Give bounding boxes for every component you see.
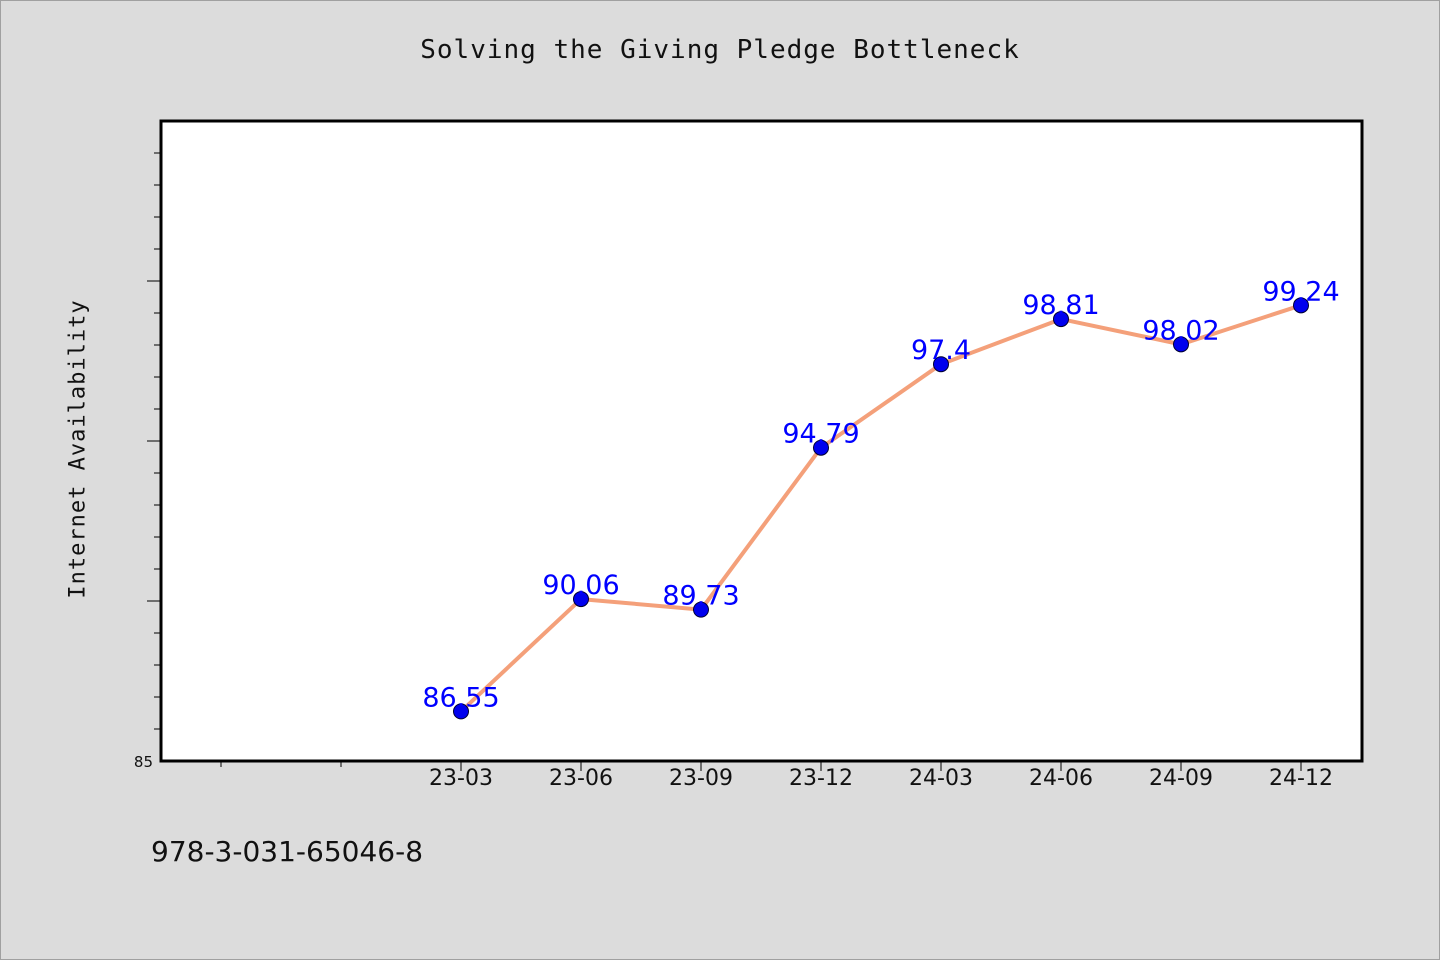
data-point-marker [933,356,949,373]
x-tick-label: 24-03 [909,766,973,791]
data-point-marker [1053,311,1069,328]
x-tick-label: 24-12 [1269,766,1333,791]
data-point-marker [573,591,589,608]
plot-area [159,119,1364,763]
data-point-marker [813,439,829,456]
data-label: 98.81 [1022,290,1099,321]
chart-title: Solving the Giving Pledge Bottleneck [420,35,1020,65]
data-label: 97.4 [911,335,971,366]
data-label: 94.79 [782,419,859,450]
y-tick-label: 85 [134,753,153,771]
x-tick-label: 23-03 [429,766,493,791]
data-label: 98.02 [1142,315,1219,346]
data-label: 86.55 [422,682,499,713]
x-tick-label: 23-12 [789,766,853,791]
data-point-marker [693,601,709,618]
x-tick-label: 24-06 [1029,766,1093,791]
data-label: 89.73 [662,581,739,612]
series-line [459,303,1302,713]
data-label: 99.24 [1262,276,1339,307]
data-point-marker [453,703,469,720]
data-label: 90.06 [542,570,619,601]
footer-code: 978-3-031-65046-8 [151,835,424,868]
x-tick-label: 23-09 [669,766,733,791]
data-point-marker [1173,336,1189,353]
x-tick-label: 24-09 [1149,766,1213,791]
x-tick-label: 23-06 [549,766,613,791]
data-point-marker [1293,297,1309,314]
